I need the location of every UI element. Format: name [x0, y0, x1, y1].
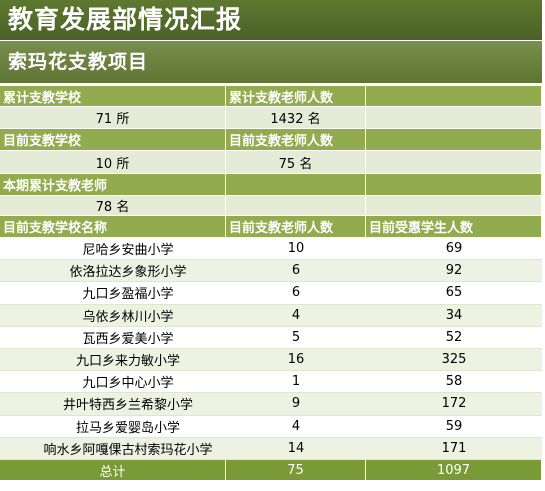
teacher-count-cell: 16 — [226, 349, 366, 372]
cumulative-teachers-value: 1432 名 — [226, 107, 366, 129]
term-teachers-value: 78 名 — [0, 196, 226, 216]
student-count-cell: 52 — [366, 326, 542, 349]
empty-cell — [366, 107, 542, 129]
teacher-count-cell: 9 — [226, 393, 366, 416]
table-row: 瓦西乡爱美小学 5 52 — [0, 326, 542, 349]
school-name-cell: 响水乡阿嘎倮古村索玛花小学 — [0, 437, 226, 460]
student-count-cell: 59 — [366, 415, 542, 438]
teacher-count-cell: 5 — [226, 326, 366, 349]
school-name-cell: 尼哈乡安曲小学 — [0, 238, 226, 261]
empty-cell — [366, 196, 542, 216]
summary-value-row-2: 10 所 75 名 — [0, 151, 542, 174]
school-name-cell: 九口乡中心小学 — [0, 371, 226, 394]
school-name-cell: 九口乡盈福小学 — [0, 282, 226, 305]
school-name-cell: 九口乡来力敏小学 — [0, 349, 226, 372]
student-count-cell: 325 — [366, 349, 542, 372]
column-header-teachers: 目前支教老师人数 — [226, 216, 366, 238]
teacher-count-cell: 6 — [226, 282, 366, 305]
cumulative-schools-value: 71 所 — [0, 107, 226, 129]
summary-header-row-2: 目前支教学校 目前支教老师人数 — [0, 129, 542, 151]
summary-header-row-3: 本期累计支教老师 — [0, 174, 542, 196]
table-row: 九口乡来力敏小学 16 325 — [0, 349, 542, 372]
school-name-cell: 拉马乡爱婴岛小学 — [0, 415, 226, 438]
summary-header-row-1: 累计支教学校 累计支教老师人数 — [0, 86, 542, 107]
teacher-count-cell: 6 — [226, 260, 366, 283]
current-schools-label: 目前支教学校 — [0, 129, 226, 151]
project-title: 索玛花支教项目 — [0, 41, 542, 83]
empty-cell — [366, 151, 542, 174]
table-row: 井叶特西乡兰希黎小学 9 172 — [0, 393, 542, 416]
student-count-cell: 69 — [366, 238, 542, 261]
table-row: 响水乡阿嘎倮古村索玛花小学 14 171 — [0, 437, 542, 460]
empty-cell — [366, 174, 542, 196]
column-header-students: 目前受惠学生人数 — [366, 216, 542, 238]
total-students: 1097 — [366, 460, 542, 480]
cumulative-teachers-label: 累计支教老师人数 — [226, 86, 366, 107]
teacher-count-cell: 1 — [226, 371, 366, 394]
teacher-count-cell: 4 — [226, 304, 366, 327]
student-count-cell: 172 — [366, 393, 542, 416]
current-teachers-value: 75 名 — [226, 151, 366, 174]
current-schools-value: 10 所 — [0, 151, 226, 174]
table-header-row: 目前支教学校名称 目前支教老师人数 目前受惠学生人数 — [0, 216, 542, 238]
empty-cell — [366, 86, 542, 107]
column-header-school: 目前支教学校名称 — [0, 216, 226, 238]
school-name-cell: 井叶特西乡兰希黎小学 — [0, 393, 226, 416]
student-count-cell: 171 — [366, 437, 542, 460]
student-count-cell: 92 — [366, 260, 542, 283]
table-row: 九口乡盈福小学 6 65 — [0, 282, 542, 305]
empty-cell — [366, 129, 542, 151]
table-row: 拉马乡爱婴岛小学 4 59 — [0, 415, 542, 438]
student-count-cell: 65 — [366, 282, 542, 305]
school-name-cell: 瓦西乡爱美小学 — [0, 326, 226, 349]
student-count-cell: 58 — [366, 371, 542, 394]
school-name-cell: 乌依乡林川小学 — [0, 304, 226, 327]
table-row: 尼哈乡安曲小学 10 69 — [0, 238, 542, 261]
teacher-count-cell: 14 — [226, 437, 366, 460]
summary-value-row-1: 71 所 1432 名 — [0, 107, 542, 129]
teacher-count-cell: 10 — [226, 238, 366, 261]
table-row: 九口乡中心小学 1 58 — [0, 371, 542, 394]
term-teachers-label: 本期累计支教老师 — [0, 174, 226, 196]
student-count-cell: 34 — [366, 304, 542, 327]
table-row: 乌依乡林川小学 4 34 — [0, 304, 542, 327]
cumulative-schools-label: 累计支教学校 — [0, 86, 226, 107]
total-row: 总计 75 1097 — [0, 460, 542, 480]
table-row: 依洛拉达乡象形小学 6 92 — [0, 260, 542, 283]
report-title: 教育发展部情况汇报 — [0, 0, 542, 40]
total-teachers: 75 — [226, 460, 366, 480]
empty-cell — [226, 174, 366, 196]
school-name-cell: 依洛拉达乡象形小学 — [0, 260, 226, 283]
empty-cell — [226, 196, 366, 216]
summary-value-row-3: 78 名 — [0, 196, 542, 216]
teacher-count-cell: 4 — [226, 415, 366, 438]
current-teachers-label: 目前支教老师人数 — [226, 129, 366, 151]
total-label: 总计 — [0, 460, 226, 480]
